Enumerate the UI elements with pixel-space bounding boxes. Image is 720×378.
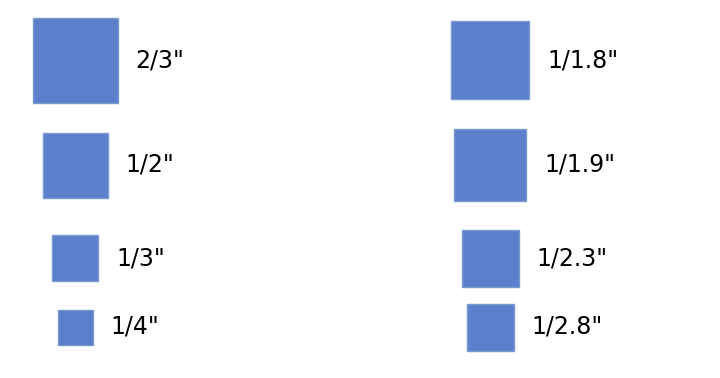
Bar [58, 310, 92, 344]
Bar [454, 129, 526, 201]
Text: 1/1.8": 1/1.8" [547, 48, 618, 72]
Text: 1/2": 1/2" [125, 153, 174, 177]
Bar [467, 304, 513, 350]
Bar [462, 229, 518, 287]
Text: 2/3": 2/3" [135, 48, 184, 72]
Text: 1/4": 1/4" [110, 315, 159, 339]
Text: 1/3": 1/3" [116, 246, 165, 270]
Bar [451, 21, 529, 99]
Bar [42, 133, 107, 197]
Text: 1/1.9": 1/1.9" [544, 153, 615, 177]
Bar [52, 235, 98, 281]
Bar [32, 17, 117, 102]
Text: 1/2.3": 1/2.3" [536, 246, 608, 270]
Text: 1/2.8": 1/2.8" [531, 315, 603, 339]
